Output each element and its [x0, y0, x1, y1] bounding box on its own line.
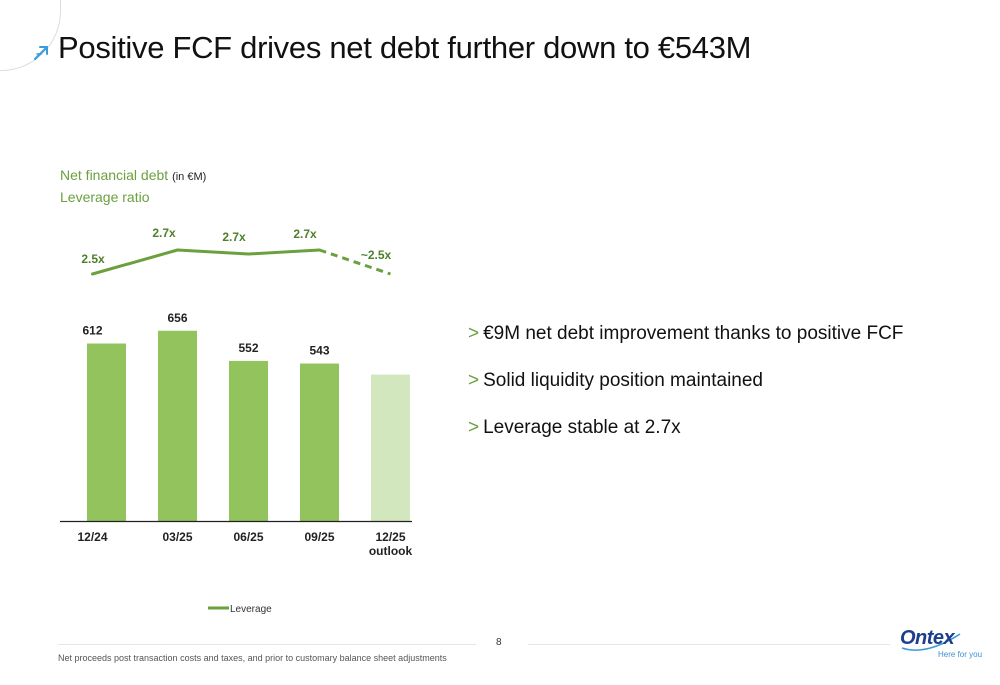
leverage-value-label: 2.5x: [81, 252, 105, 266]
x-tick-label: 09/25: [304, 530, 334, 544]
bullet-text: €9M net debt improvement thanks to posit…: [483, 323, 904, 344]
footnote: Net proceeds post transaction costs and …: [58, 653, 447, 663]
bar-3: [300, 363, 339, 521]
legend-label: Leverage: [230, 604, 272, 615]
bullet-list: > €9M net debt improvement thanks to posi…: [468, 322, 903, 463]
chart-header-leverage: Leverage ratio: [60, 189, 150, 205]
footer-divider: [58, 644, 476, 645]
logo-tagline: Here for you: [938, 650, 983, 659]
chevron-right-icon: >: [468, 417, 480, 438]
bullet-text: Leverage stable at 2.7x: [483, 417, 681, 438]
page-number: 8: [496, 637, 502, 648]
bar-4: [371, 374, 410, 521]
bullet-item: > €9M net debt improvement thanks to posi…: [468, 322, 903, 346]
arrow-icon: [34, 46, 48, 60]
page-title: Positive FCF drives net debt further dow…: [58, 30, 752, 65]
chevron-right-icon: >: [468, 370, 480, 391]
leverage-value-label: 2.7x: [222, 230, 246, 244]
leverage-line: [91, 248, 321, 276]
chevron-right-icon: >: [468, 323, 480, 344]
logo-wordmark: Ontex: [900, 627, 955, 649]
footer-divider: [528, 644, 890, 645]
x-tick-label: 03/25: [162, 530, 192, 544]
logo-swoosh-icon: [901, 633, 961, 651]
bullet-item: > Solid liquidity position maintained: [468, 369, 903, 393]
chart-header-debt: Net financial debt: [60, 167, 169, 183]
bar-value-label: 543: [309, 344, 329, 358]
bar-value-label: 656: [167, 311, 187, 325]
bullet-text: Solid liquidity position maintained: [483, 370, 763, 391]
x-tick-label: 12/24: [77, 530, 107, 544]
ontex-logo: Ontex Here for you: [896, 626, 982, 662]
bar-value-label: 552: [238, 341, 258, 355]
bar-value-label: 612: [82, 324, 102, 338]
chart-header-unit: (in €M): [172, 171, 207, 183]
x-tick-label: outlook: [369, 544, 413, 558]
leverage-value-label: 2.7x: [293, 227, 317, 241]
leverage-value-label: ~2.5x: [361, 248, 392, 262]
bullet-item: > Leverage stable at 2.7x: [468, 416, 903, 440]
bar-0: [87, 343, 126, 521]
leverage-line-outlook: [319, 248, 391, 276]
bar-2: [229, 360, 268, 521]
chart-header: Net financial debt (in €M) Leverage rati…: [60, 165, 206, 207]
x-tick-label: 06/25: [233, 530, 263, 544]
x-tick-label: 12/25: [375, 530, 405, 544]
bar-1: [158, 330, 197, 521]
leverage-value-label: 2.7x: [152, 226, 176, 240]
